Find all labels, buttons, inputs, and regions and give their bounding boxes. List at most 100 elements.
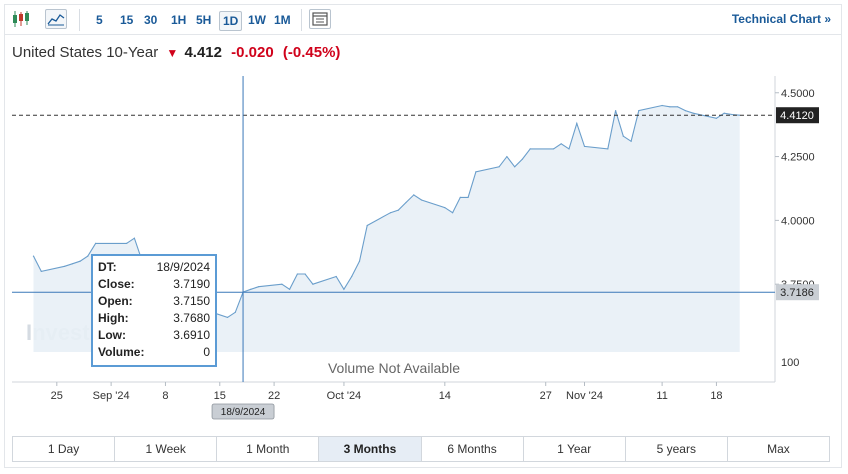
price-point bbox=[413, 194, 415, 196]
tooltip-row: DT: 18/9/2024 bbox=[98, 259, 210, 276]
period-max-button[interactable]: Max bbox=[727, 437, 829, 461]
price-point bbox=[684, 110, 687, 112]
period-1-year-button[interactable]: 1 Year bbox=[523, 437, 626, 461]
crosshair-price-box bbox=[776, 284, 819, 301]
price-point bbox=[40, 270, 42, 272]
price-point bbox=[281, 283, 283, 285]
price-point bbox=[87, 255, 89, 257]
tooltip-label: Close: bbox=[98, 277, 135, 291]
price-point bbox=[576, 122, 578, 124]
price-point bbox=[661, 104, 663, 107]
price-point bbox=[343, 288, 345, 290]
price-change: -0.020 bbox=[231, 44, 274, 61]
last-price: 4.412 bbox=[184, 44, 222, 61]
chart-settings-icon[interactable] bbox=[309, 9, 331, 29]
price-point bbox=[397, 209, 399, 211]
price-point bbox=[475, 171, 477, 173]
toolbar-separator bbox=[301, 9, 302, 31]
price-point bbox=[71, 263, 73, 265]
timeframe-5h-button[interactable]: 5H bbox=[196, 13, 212, 27]
price-point bbox=[405, 201, 407, 204]
price-point bbox=[335, 275, 337, 278]
y-tick-label: 4.0000 bbox=[781, 215, 815, 227]
x-tick-label: Sep '24 bbox=[93, 390, 130, 402]
price-point bbox=[731, 113, 733, 116]
x-tick-label: Oct '24 bbox=[327, 390, 362, 402]
price-point bbox=[452, 212, 454, 214]
volume-not-available-text: Volume Not Available bbox=[328, 360, 460, 376]
tooltip-value: 3.7680 bbox=[173, 311, 210, 325]
price-point bbox=[552, 148, 555, 150]
period-1-day-button[interactable]: 1 Day bbox=[13, 437, 116, 461]
price-point bbox=[444, 207, 446, 209]
tooltip-label: DT: bbox=[98, 260, 117, 274]
price-point bbox=[568, 148, 570, 150]
price-point bbox=[638, 110, 640, 112]
price-point bbox=[258, 286, 260, 288]
last-price-label: 4.4120 bbox=[780, 110, 814, 122]
price-point bbox=[560, 143, 562, 145]
timeframe-1h-button[interactable]: 1H bbox=[171, 13, 187, 27]
price-point bbox=[95, 242, 97, 244]
last-price-box bbox=[776, 107, 819, 124]
tooltip-value: 3.6910 bbox=[173, 328, 210, 342]
price-point bbox=[607, 148, 609, 150]
tooltip-row: Close: 3.7190 bbox=[98, 276, 210, 293]
period-3-months-button[interactable]: 3 Months bbox=[319, 437, 422, 461]
price-point bbox=[234, 311, 236, 313]
x-tick-label: Nov '24 bbox=[566, 390, 603, 402]
price-area-fill bbox=[33, 105, 740, 352]
timeframe-1d-button[interactable]: 1D bbox=[219, 11, 243, 31]
x-tick-label: 15 bbox=[214, 390, 226, 402]
timeframe-1m-button[interactable]: 1M bbox=[274, 13, 291, 27]
instrument-header: United States 10-Year ▼ 4.412 -0.020 (-0… bbox=[12, 44, 340, 61]
price-point bbox=[715, 117, 718, 119]
tooltip-value: 18/9/2024 bbox=[156, 260, 210, 274]
tooltip-label: High: bbox=[98, 311, 129, 325]
chart-toolbar: 5 15 30 1H 5H 1D 1W 1M Technical Chart » bbox=[5, 5, 841, 35]
period-6-months-button[interactable]: 6 Months bbox=[421, 437, 524, 461]
price-point bbox=[351, 275, 353, 278]
price-point bbox=[420, 199, 423, 201]
price-point bbox=[389, 212, 392, 214]
period-5-years-button[interactable]: 5 years bbox=[625, 437, 728, 461]
x-tick-label: 27 bbox=[540, 390, 552, 402]
volume-axis-label: 100 bbox=[781, 357, 799, 369]
price-point bbox=[79, 260, 81, 262]
tooltip-row: Open: 3.7150 bbox=[98, 293, 210, 310]
price-point bbox=[64, 265, 66, 267]
tooltip-value: 3.7190 bbox=[173, 277, 210, 291]
price-point bbox=[677, 106, 679, 108]
instrument-name: United States 10-Year bbox=[12, 44, 159, 61]
price-point bbox=[692, 112, 694, 114]
y-tick-label: 4.5000 bbox=[781, 88, 815, 100]
crosshair-price-label: 3.7186 bbox=[780, 287, 814, 299]
period-1-week-button[interactable]: 1 Week bbox=[115, 437, 218, 461]
down-arrow-icon: ▼ bbox=[166, 46, 179, 60]
candlestick-icon[interactable] bbox=[11, 9, 31, 29]
tooltip-row: Low: 3.6910 bbox=[98, 327, 210, 344]
timeframe-30-button[interactable]: 30 bbox=[144, 13, 158, 27]
timeframe-15-button[interactable]: 15 bbox=[120, 13, 134, 27]
x-tick-label: 25 bbox=[51, 390, 63, 402]
tooltip-value: 0 bbox=[203, 345, 210, 359]
y-tick-label: 4.2500 bbox=[781, 152, 815, 164]
price-point bbox=[358, 260, 361, 262]
area-chart-icon[interactable] bbox=[45, 9, 67, 29]
price-point bbox=[630, 140, 632, 142]
price-point bbox=[250, 288, 252, 290]
price-point bbox=[296, 273, 298, 275]
price-point bbox=[32, 255, 35, 257]
price-point bbox=[467, 196, 469, 198]
price-point bbox=[126, 242, 128, 244]
price-point bbox=[498, 166, 500, 168]
timeframe-5-button[interactable]: 5 bbox=[96, 13, 103, 27]
technical-chart-link[interactable]: Technical Chart » bbox=[731, 12, 831, 26]
crosshair-tooltip: DT: 18/9/2024 Close: 3.7190 Open: 3.7150 High:… bbox=[91, 254, 217, 367]
tooltip-label: Low: bbox=[98, 328, 126, 342]
period-1-month-button[interactable]: 1 Month bbox=[217, 437, 320, 461]
timeframe-1w-button[interactable]: 1W bbox=[248, 13, 266, 27]
x-tick-label: 14 bbox=[439, 390, 451, 402]
price-point bbox=[583, 145, 586, 147]
